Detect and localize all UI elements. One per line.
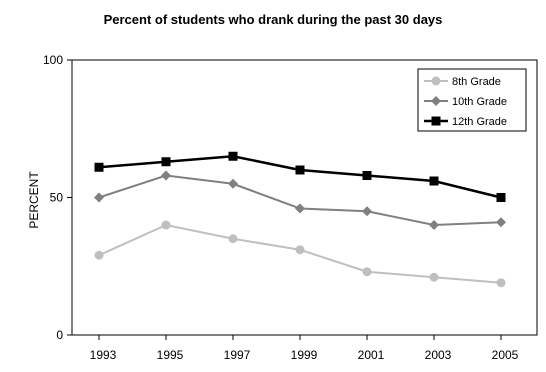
data-point-12th-grade xyxy=(228,151,238,161)
x-tick-label: 1995 xyxy=(157,348,184,362)
legend-swatch-marker xyxy=(431,76,441,86)
data-point-12th-grade xyxy=(429,176,439,186)
data-point-8th-grade xyxy=(362,267,372,277)
data-point-12th-grade xyxy=(161,157,171,167)
y-axis-label: PERCENT xyxy=(27,171,41,229)
legend-swatch-marker xyxy=(431,96,441,106)
series-8th-grade xyxy=(94,220,506,288)
series-10th-grade xyxy=(94,170,506,230)
data-point-8th-grade xyxy=(161,220,171,230)
y-tick-label: 50 xyxy=(50,191,64,205)
x-tick-label: 2001 xyxy=(358,348,385,362)
series-layer xyxy=(94,151,506,288)
legend-swatch-marker xyxy=(431,116,441,126)
data-point-10th-grade xyxy=(228,178,238,189)
legend-item-8th-grade: 8th Grade xyxy=(424,76,501,88)
legend-label: 12th Grade xyxy=(452,116,507,128)
y-tick-label: 100 xyxy=(43,53,63,67)
data-point-8th-grade xyxy=(496,278,506,288)
data-point-10th-grade xyxy=(94,192,104,203)
data-point-10th-grade xyxy=(362,206,372,217)
x-tick-label: 2005 xyxy=(492,348,519,362)
y-tick-label: 0 xyxy=(56,328,63,342)
x-tick-label: 1997 xyxy=(224,348,251,362)
chart-title: Percent of students who drank during the… xyxy=(104,12,443,27)
data-point-10th-grade xyxy=(496,217,506,228)
data-point-10th-grade xyxy=(295,203,305,214)
legend: 8th Grade 10th Grade 12th Grade xyxy=(417,68,527,132)
data-point-8th-grade xyxy=(295,245,305,255)
y-axis-ticks: 0 50 100 xyxy=(43,53,72,342)
data-point-12th-grade xyxy=(362,171,372,180)
data-point-8th-grade xyxy=(94,250,104,260)
legend-label: 10th Grade xyxy=(452,96,507,108)
legend-item-12th-grade: 12th Grade xyxy=(424,116,507,128)
x-axis-ticks: 1993 1995 1997 1999 2001 2003 2005 xyxy=(90,335,519,362)
legend-item-10th-grade: 10th Grade xyxy=(424,96,507,108)
data-point-8th-grade xyxy=(429,272,439,282)
data-point-12th-grade xyxy=(295,165,305,175)
x-tick-label: 2003 xyxy=(425,348,452,362)
legend-label: 8th Grade xyxy=(452,76,501,88)
series-12th-grade xyxy=(94,151,506,202)
data-point-10th-grade xyxy=(161,170,171,181)
x-tick-label: 1993 xyxy=(90,348,117,362)
data-point-12th-grade xyxy=(94,162,104,172)
data-point-10th-grade xyxy=(429,220,439,230)
x-tick-label: 1999 xyxy=(291,348,318,362)
data-point-8th-grade xyxy=(228,234,238,244)
data-point-12th-grade xyxy=(496,193,506,202)
